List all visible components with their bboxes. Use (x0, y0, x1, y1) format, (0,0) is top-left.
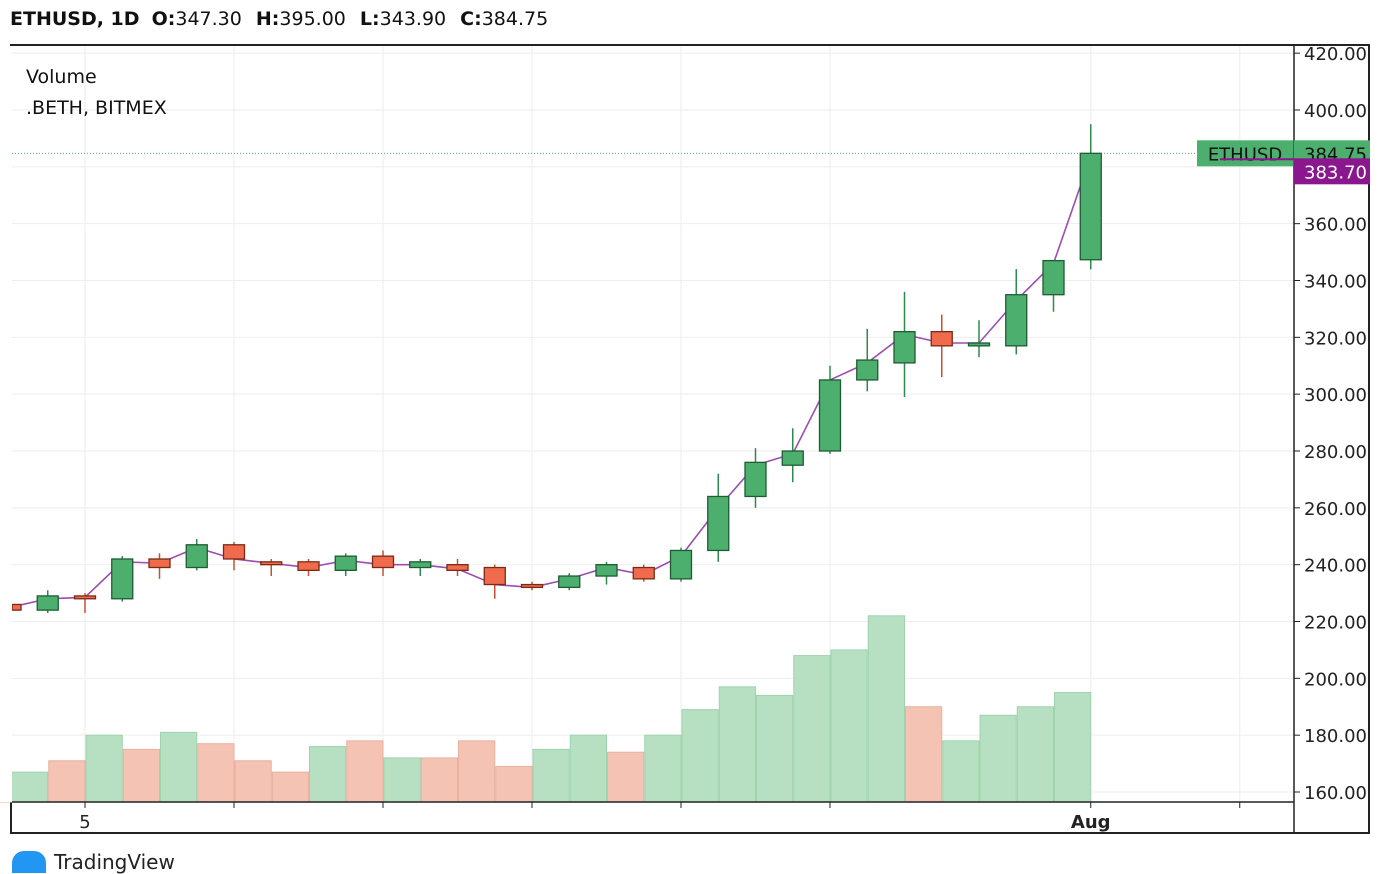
volume-bar (48, 760, 86, 803)
candle-body (11, 603, 22, 611)
volume-bar (85, 734, 123, 803)
volume-bar (607, 751, 645, 803)
candle-body (222, 544, 246, 560)
candle-body (111, 558, 134, 600)
close-value: 384.75 (481, 8, 549, 30)
volume-bar (830, 649, 868, 803)
volume-bar (1054, 692, 1092, 803)
volume-bar (756, 694, 794, 803)
candle-body (371, 555, 395, 569)
price-tick-label: 320.00 (1304, 328, 1367, 349)
price-tick-label: 420.00 (1304, 44, 1367, 65)
volume-bar (160, 731, 198, 803)
high-value: 395.00 (279, 8, 346, 30)
candle-body (148, 558, 171, 569)
price-tick-label: 300.00 (1304, 385, 1367, 406)
volume-bar (718, 686, 756, 803)
volume-bar (197, 743, 235, 803)
volume-bar (11, 771, 49, 803)
volume-legend-source: .BETH, BITMEX (26, 97, 167, 119)
price-tick-label: 260.00 (1304, 499, 1367, 520)
price-tick-label: 240.00 (1304, 556, 1367, 577)
candle-body (632, 566, 655, 580)
price-tick-label: 200.00 (1304, 669, 1367, 690)
volume-bar (458, 740, 496, 803)
price-tick-label: 180.00 (1304, 726, 1367, 747)
price-tick-label: 340.00 (1304, 271, 1367, 292)
volume-bar (309, 746, 347, 803)
candle-body (1042, 259, 1065, 296)
volume-bar (905, 706, 943, 803)
candle-body (260, 561, 283, 566)
volume-bar (867, 615, 905, 803)
close-label: C: (460, 8, 482, 30)
line-value-tag (1294, 158, 1370, 185)
symbol-price-tag-name: ETHUSD (1208, 144, 1282, 165)
brand-footer[interactable]: TradingView (12, 850, 175, 874)
volume-bar (383, 757, 421, 803)
candle-body (669, 549, 693, 580)
plot-mask (0, 46, 12, 802)
candle-body (185, 544, 208, 569)
candle-body (297, 561, 320, 571)
candle-body (1079, 152, 1102, 261)
volume-bar (122, 748, 160, 803)
open-value: 347.30 (175, 8, 242, 30)
volume-bar (569, 734, 607, 803)
volume-legend-title: Volume (26, 66, 97, 88)
volume-bar (942, 740, 980, 803)
candle-body (36, 595, 59, 611)
price-tick-label: 280.00 (1304, 442, 1367, 463)
candle-body (73, 595, 97, 600)
candle-body (483, 566, 506, 586)
candle-body (744, 461, 767, 498)
brand-name: TradingView (54, 850, 175, 874)
candle-body (781, 450, 804, 466)
volume-bar (681, 709, 719, 803)
candle-body (595, 564, 618, 577)
chart-header: ETHUSD, 1D O:347.30 H:395.00 L:343.90 C:… (10, 6, 556, 32)
candle-body (409, 561, 432, 569)
candle-body (856, 359, 879, 381)
volume-bar (495, 765, 533, 803)
candle-body (1005, 294, 1028, 347)
tradingview-logo-icon (12, 851, 46, 873)
volume-bar (420, 757, 458, 803)
candle-body (893, 330, 916, 364)
time-tick-label: 5 (79, 812, 90, 833)
price-tick-label: 220.00 (1304, 612, 1367, 633)
volume-bar (271, 771, 309, 803)
low-value: 343.90 (379, 8, 447, 30)
candle-body (967, 342, 991, 347)
price-tick-label: 360.00 (1304, 215, 1367, 236)
candle-body (446, 564, 469, 571)
time-tick-label: Aug (1071, 812, 1111, 833)
candle-body (520, 583, 544, 589)
high-label: H: (255, 8, 280, 30)
price-tick-label: 160.00 (1304, 783, 1367, 804)
price-tick-label: 400.00 (1304, 101, 1367, 122)
volume-bar (346, 740, 384, 803)
volume-bar (644, 734, 682, 803)
symbol-price-tag (1197, 140, 1293, 167)
candle-body (930, 330, 953, 347)
volume-bar (1016, 706, 1054, 803)
volume-bar (793, 655, 831, 803)
candle-body (558, 575, 581, 589)
symbol-label: ETHUSD, 1D (10, 8, 140, 30)
candle-body (707, 495, 730, 552)
line-value-tag-text: 383.70 (1304, 162, 1367, 183)
volume-legend: Volume .BETH, BITMEX (26, 62, 167, 124)
low-label: L: (359, 8, 380, 30)
volume-bar (234, 760, 272, 803)
volume-bar (979, 714, 1017, 803)
candle-body (334, 555, 357, 571)
open-label: O: (151, 8, 176, 30)
volume-bar (532, 748, 570, 803)
candle-body (818, 379, 842, 452)
